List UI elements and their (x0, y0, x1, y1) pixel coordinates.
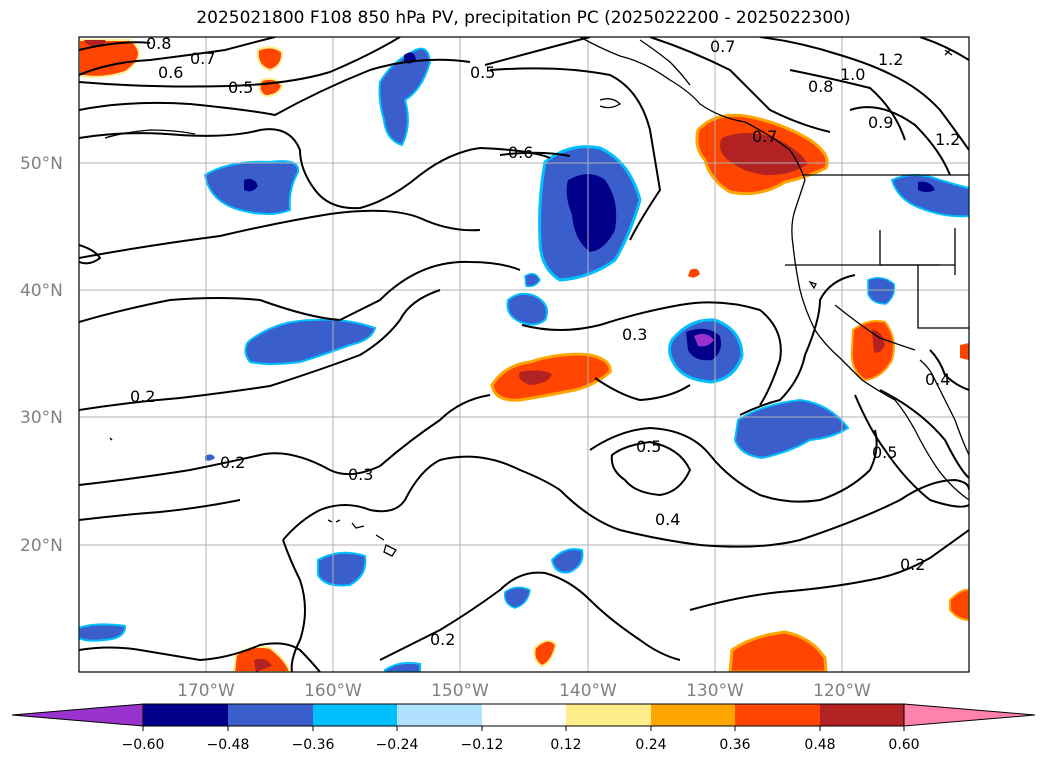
colorbar-tick-label: −0.36 (292, 737, 335, 753)
contour-label: 0.4 (925, 370, 950, 389)
colorbar-segment (228, 704, 313, 726)
contour-label: 1.2 (878, 50, 903, 69)
contour-label: 0.3 (348, 465, 373, 484)
colorbar-tick-label: −0.12 (461, 737, 504, 753)
contour-label: 0.8 (808, 77, 833, 96)
contour-label: 0.7 (710, 37, 735, 56)
contour-label: 0.6 (508, 143, 533, 162)
colorbar-tick-label: −0.60 (122, 737, 165, 753)
colorbar-segment (143, 704, 228, 726)
lat-label: 50°N (20, 154, 63, 174)
map-background (79, 37, 969, 672)
colorbar-tick-label: 0.60 (888, 737, 919, 753)
contour-label: 0.3 (622, 325, 647, 344)
colorbar-tick-label: 0.24 (635, 737, 666, 753)
contour-label: 0.5 (228, 78, 253, 97)
contour-label: 0.4 (655, 510, 680, 529)
colorbar-ticks (142, 726, 905, 731)
contour-label: 1.2 (935, 130, 960, 149)
lon-label: 130°W (686, 681, 744, 701)
map-title: 2025021800 F108 850 hPa PV, precipitatio… (196, 8, 851, 28)
colorbar-tick-label: 0.48 (804, 737, 835, 753)
contour-label: 0.7 (752, 127, 777, 146)
lon-label: 140°W (559, 681, 617, 701)
colorbar-tick-label: 0.36 (719, 737, 750, 753)
latitude-labels: 50°N 40°N 30°N 20°N (20, 154, 63, 556)
colorbar-segment (651, 704, 735, 726)
colorbar-segment (566, 704, 651, 726)
precip-positive-shading (79, 39, 969, 672)
colorbar-segment (903, 703, 1036, 727)
colorbar-segment (735, 704, 820, 726)
lon-label: 170°W (177, 681, 235, 701)
pv-contours (79, 37, 969, 672)
coastlines (104, 37, 969, 557)
colorbar-segment (313, 704, 397, 726)
longitude-labels: 170°W 160°W 150°W 140°W 130°W 120°W (177, 681, 871, 701)
colorbar-tick-label: −0.24 (376, 737, 419, 753)
colorbar-segment (820, 704, 904, 726)
colorbar-segment (11, 703, 144, 727)
colorbar-tick-label: −0.48 (207, 737, 250, 753)
contour-label: 0.2 (130, 387, 155, 406)
map-frame (78, 36, 970, 673)
contour-label: 0.9 (868, 113, 893, 132)
contour-label: 0.2 (430, 630, 455, 649)
lon-label: 160°W (304, 681, 362, 701)
contour-label: 0.2 (220, 453, 245, 472)
precip-negative-shading (79, 47, 969, 672)
contour-label: 0.5 (470, 63, 495, 82)
colorbar-outline (142, 703, 905, 727)
lat-label: 30°N (20, 408, 63, 428)
colorbar-segment (397, 704, 482, 726)
contour-label: 0.7 (190, 49, 215, 68)
colorbar-tick-label: 0.12 (550, 737, 581, 753)
colorbar: −0.60 −0.48 −0.36 −0.24 −0.12 0.12 0.24 … (11, 703, 1036, 753)
contour-label: 0.2 (900, 555, 925, 574)
gridlines (79, 37, 969, 672)
contour-label: 0.6 (158, 63, 183, 82)
lon-label: 150°W (431, 681, 489, 701)
colorbar-segment (482, 704, 566, 726)
contour-label: 0.5 (636, 437, 661, 456)
contour-label: 0.8 (146, 34, 171, 53)
lat-label: 20°N (20, 536, 63, 556)
contour-label: 1.0 (840, 65, 865, 84)
contour-label: 0.5 (872, 443, 897, 462)
lon-label: 120°W (813, 681, 871, 701)
contour-labels: 0.8 0.7 0.6 0.5 0.5 0.6 0.7 0.8 1.0 1.2 … (130, 34, 960, 649)
lat-label: 40°N (20, 281, 63, 301)
